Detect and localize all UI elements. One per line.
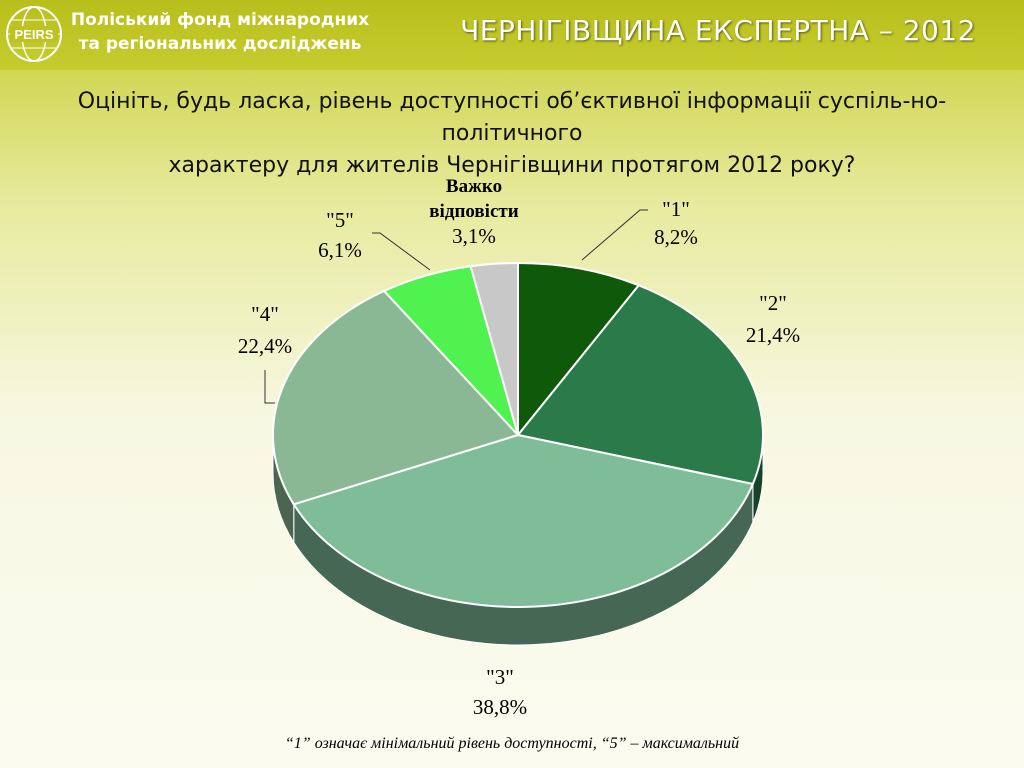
pie-slice-6 [469, 261, 519, 436]
label-1-name: "1" [662, 197, 690, 221]
banner-title: ЧЕРНІГІВЩИНА ЕКСПЕРТНА – 2012 [460, 14, 976, 47]
pie-slices [272, 261, 764, 608]
pie-slice-3 [292, 433, 755, 608]
label-3-value: 38,8% [473, 695, 527, 719]
leader-lines [264, 209, 648, 404]
org-line-1: Поліський фонд міжнародних [70, 10, 370, 30]
footnote: “1” означає мінімальний рівень доступнос… [284, 735, 740, 752]
pie-slice-2 [516, 284, 764, 486]
question-line-2: характеру для жителів Чернігівщини протя… [168, 153, 856, 178]
label-2-name: "2" [759, 291, 787, 315]
label-4-name: "4" [251, 302, 279, 326]
leader-line-1 [581, 209, 648, 261]
logo-text: PEIRS [14, 27, 53, 42]
label-5-value: 6,1% [318, 238, 362, 262]
leader-line-4 [264, 370, 275, 404]
label-dk-value: 3,1% [452, 224, 496, 248]
label-2-value: 21,4% [746, 323, 800, 347]
header-bar: PEIRS Поліський фонд міжнародних та регі… [0, 0, 1024, 70]
question-line-1: Оцініть, будь ласка, рівень доступності … [77, 89, 947, 146]
leader-line-5 [372, 232, 431, 271]
label-5-name: "5" [326, 208, 354, 232]
label-3-name: "3" [486, 665, 514, 689]
pie-slice-1 [517, 261, 641, 438]
pie-slice-4 [272, 289, 520, 506]
label-4-value: 22,4% [238, 334, 292, 358]
organization-name: Поліський фонд міжнародних та регіональн… [70, 8, 370, 56]
label-dk-line2: відповісти [429, 201, 518, 222]
org-line-2: та регіональних досліджень [78, 34, 362, 54]
label-1-value: 8,2% [654, 225, 698, 249]
pie-chart: "1" 8,2% "2" 21,4% "3" 38,8% "4" 22,4% "… [238, 176, 800, 719]
question-title: Оцініть, будь ласка, рівень доступності … [10, 86, 1014, 182]
peirs-logo: PEIRS [6, 6, 62, 62]
slice-labels: "1" 8,2% "2" 21,4% "3" 38,8% "4" 22,4% "… [238, 176, 800, 719]
label-dk-line1: Важко [446, 176, 502, 197]
